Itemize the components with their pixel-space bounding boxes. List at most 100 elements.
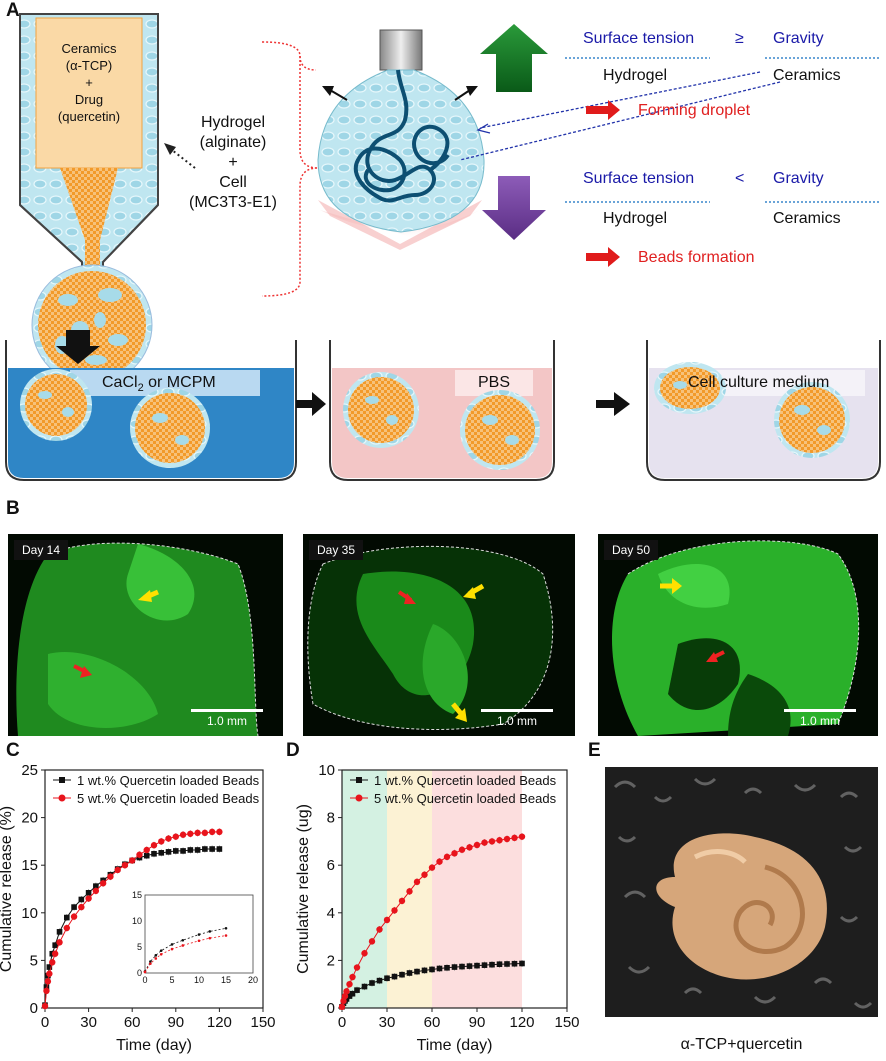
nozzle-text-line: Drug [74,92,104,107]
data-point [444,964,450,971]
y-axis-label: Cumulative release (ug) [295,804,312,974]
scale-bar-line [481,709,553,712]
cond1-right: Gravity [773,30,824,47]
x-tick-label: 0 [41,1014,49,1031]
data-point [488,838,496,845]
data-point [143,846,150,854]
beads [20,362,850,470]
inset-data-point [224,934,228,937]
photo-bead [605,767,878,1017]
micrograph-day35-image [307,545,554,730]
x-tick-label: 60 [424,1014,441,1031]
day-tag: Day 14 [14,540,69,560]
data-point [85,895,92,902]
data-point [436,965,443,972]
panel-label-c: C [6,740,20,761]
inset-data-point [181,938,185,942]
data-point [92,887,100,895]
up-arrow [480,24,548,92]
nozzle-text: Ceramics (α-TCP) + Drug (quercetin) [36,40,142,125]
bath2-label: PBS [478,374,511,391]
inset-data-point [224,926,228,930]
inset-data-point [159,952,163,956]
y-tick-label: 15 [21,857,38,874]
data-point [165,849,172,855]
data-point [129,857,136,864]
inset-data-point [208,930,212,933]
data-point [78,903,85,911]
data-point [43,984,50,990]
data-point [519,960,525,967]
legend-marker [59,777,65,783]
down-arrow [482,176,546,240]
plot-frame [341,769,568,1009]
inset-data-point [197,933,201,936]
nozzle-syringe [19,13,159,281]
hydrogel-text-line: Cell [219,174,247,191]
x-tick-label: 120 [509,1014,534,1031]
inset-data-point [208,936,212,940]
data-point [63,924,70,932]
inset-x-tick-label: 5 [169,975,174,985]
data-point [179,831,187,838]
data-point [496,837,503,844]
micrograph-day50: Day 50 1.0 mm [598,534,878,736]
photo-caption: α-TCP+quercetin [680,1036,803,1053]
data-point [56,939,63,946]
legend-marker [356,777,362,783]
data-point [346,981,353,988]
data-point [489,961,495,968]
data-point [369,980,375,986]
inset-data-point [154,957,158,960]
x-tick-label: 90 [167,1014,184,1031]
data-point [173,848,179,854]
nozzle-text-line: + [85,75,93,90]
legend-label: 1 wt.% Quercetin loaded Beads [374,773,557,788]
panel-label-b: B [6,498,20,519]
data-point [481,962,488,968]
data-point [349,973,356,981]
chart-d: 0 30 60 90 120 150 0 2 4 6 8 10 Time (day) Cumulative… [295,762,580,1054]
data-point [85,890,92,896]
data-point [376,977,383,984]
data-point [399,971,405,978]
inset-data-point [154,954,158,957]
data-point [451,850,458,857]
panel-label-a: A [6,0,20,21]
photo-bead-image [613,777,873,1009]
data-point [158,838,165,845]
legend-label: 5 wt.% Quercetin loaded Beads [374,791,557,806]
inset-x-tick-label: 20 [248,975,258,985]
data-point [368,938,376,945]
inset-data-point [170,947,174,951]
y-tick-label: 10 [21,905,38,922]
inset-y-tick-label: 10 [132,916,142,926]
x-tick-label: 30 [80,1014,97,1031]
data-point [187,847,194,853]
data-point [459,963,465,970]
central-droplet [317,29,485,250]
data-point [474,962,480,969]
data-point [406,888,413,895]
data-point [107,873,114,880]
cond2-right: Gravity [773,170,824,187]
scale-bar: 1.0 mm [784,709,856,728]
data-point [428,864,436,871]
cond1-left: Surface tension [583,30,695,47]
nozzle-text-line: (α-TCP) [65,58,113,73]
plot-frame [44,769,264,1009]
panel-label-e: E [588,740,601,761]
data-point [518,833,526,840]
data-point [436,858,443,865]
data-point [384,975,390,982]
micrograph-day14: Day 14 1.0 mm [8,534,283,736]
scale-label: 1.0 mm [799,714,840,728]
y-tick-label: 4 [327,905,335,922]
inset-data-point [143,970,147,974]
bath3-label: Cell culture medium [688,374,830,391]
x-tick-label: 120 [207,1014,232,1031]
data-point [343,988,350,995]
data-point [458,846,466,853]
micrograph-day35: Day 35 1.0 mm [303,534,575,736]
data-point [202,846,208,852]
